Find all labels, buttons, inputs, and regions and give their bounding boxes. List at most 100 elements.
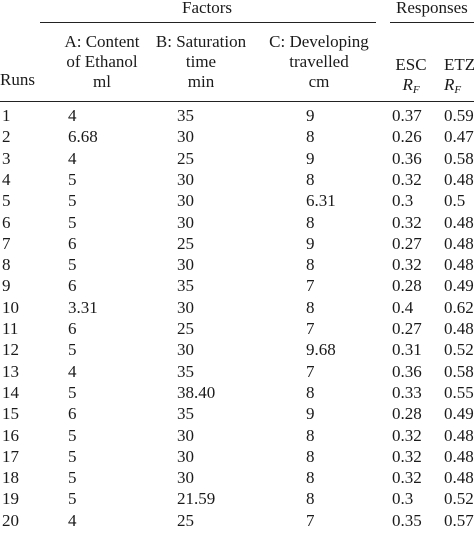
- run-cell: 19: [2, 489, 19, 509]
- developing-distance-cell: 8: [306, 468, 315, 488]
- etz-rf-cell: 0.58: [444, 361, 474, 381]
- table-row: 17 5 30 8 0.32 0.48: [0, 446, 474, 467]
- developing-distance-cell: 7: [306, 276, 315, 296]
- saturation-time-cell: 25: [177, 510, 194, 530]
- table-row: 13 4 35 7 0.36 0.58: [0, 361, 474, 382]
- saturation-time-cell: 30: [177, 446, 194, 466]
- etz-rf-cell: 0.48: [444, 233, 474, 253]
- run-cell: 18: [2, 468, 19, 488]
- saturation-time-cell: 35: [177, 276, 194, 296]
- table-row: 20 4 25 7 0.35 0.57: [0, 510, 474, 531]
- developing-distance-cell: 7: [306, 319, 315, 338]
- etz-rf-cell: 0.59: [444, 106, 474, 125]
- esc-rf-cell: 0.31: [392, 340, 422, 360]
- run-cell: 1: [2, 106, 11, 125]
- run-cell: 5: [2, 191, 11, 211]
- ethanol-content-cell: 4: [68, 106, 77, 125]
- etz-rf-cell: 0.48: [444, 425, 474, 445]
- ethanol-content-cell: 6: [68, 319, 77, 338]
- saturation-time-cell: 25: [177, 148, 194, 168]
- esc-rf-cell: 0.32: [392, 212, 422, 232]
- esc-rf-cell: 0.4: [392, 297, 414, 317]
- col-c-header-line3: cm: [308, 72, 330, 91]
- table-row: 12 5 30 9.68 0.31 0.52: [0, 339, 474, 360]
- etz-rf-cell: 0.57: [444, 510, 474, 530]
- etz-header-label: ETZ: [444, 55, 474, 74]
- esc-rf-cell: 0.35: [392, 510, 422, 530]
- developing-distance-cell: 7: [306, 510, 315, 530]
- rf-subscript: F: [454, 84, 462, 96]
- run-cell: 11: [2, 319, 19, 338]
- etz-rf-cell: 0.48: [444, 319, 474, 338]
- developing-distance-cell: 7: [306, 361, 315, 381]
- saturation-time-cell: 30: [177, 191, 194, 211]
- saturation-time-cell: 35: [177, 361, 194, 381]
- table-row: 6 5 30 8 0.32 0.48: [0, 212, 474, 233]
- table-row: 7 6 25 9 0.27 0.48: [0, 233, 474, 254]
- rf-symbol: R: [444, 75, 455, 94]
- run-cell: 3: [2, 148, 11, 168]
- run-cell: 9: [2, 276, 11, 296]
- ethanol-content-cell: 4: [68, 361, 77, 381]
- factors-group-rule: [40, 22, 376, 23]
- run-cell: 6: [2, 212, 11, 232]
- run-cell: 12: [2, 340, 19, 360]
- run-cell: 17: [2, 446, 19, 466]
- developing-distance-cell: 8: [306, 489, 315, 509]
- col-b-header-line2: time: [185, 52, 217, 71]
- etz-rf-cell: 0.47: [444, 127, 474, 147]
- esc-rf-cell: 0.32: [392, 468, 422, 488]
- esc-rf-cell: 0.36: [392, 148, 422, 168]
- etz-rf-label: RF: [444, 75, 474, 100]
- etz-rf-cell: 0.58: [444, 148, 474, 168]
- developing-distance-cell: 8: [306, 212, 315, 232]
- rf-symbol: R: [402, 75, 413, 94]
- run-cell: 10: [2, 297, 19, 317]
- col-a-header-line1: A: Content: [64, 32, 140, 51]
- etz-rf-cell: 0.48: [444, 468, 474, 488]
- etz-rf-cell: 0.62: [444, 297, 474, 317]
- table-row: 19 5 21.59 8 0.3 0.52: [0, 488, 474, 509]
- col-b-header: B: Saturation time min: [148, 32, 254, 92]
- saturation-time-cell: 30: [177, 212, 194, 232]
- esc-rf-cell: 0.26: [392, 127, 422, 147]
- ethanol-content-cell: 6: [68, 276, 77, 296]
- table-row: 4 5 30 8 0.32 0.48: [0, 169, 474, 190]
- saturation-time-cell: 38.40: [177, 382, 216, 402]
- table-row: 3 4 25 9 0.36 0.58: [0, 148, 474, 169]
- etz-header: ETZ RF: [444, 55, 474, 100]
- col-b-header-line3: min: [187, 72, 215, 91]
- ethanol-content-cell: 4: [68, 510, 77, 530]
- table-row: 8 5 30 8 0.32 0.48: [0, 254, 474, 275]
- saturation-time-cell: 25: [177, 319, 194, 338]
- saturation-time-cell: 30: [177, 169, 194, 189]
- esc-rf-cell: 0.27: [392, 319, 422, 338]
- ethanol-content-cell: 6.68: [68, 127, 98, 147]
- runs-header: Runs: [0, 70, 35, 89]
- table-row: 10 3.31 30 8 0.4 0.62: [0, 297, 474, 318]
- esc-rf-cell: 0.32: [392, 169, 422, 189]
- developing-distance-cell: 9: [306, 404, 315, 424]
- etz-rf-cell: 0.48: [444, 169, 474, 189]
- esc-header: ESC RF: [388, 55, 434, 100]
- table-row: 18 5 30 8 0.32 0.48: [0, 467, 474, 488]
- table-row: 1 4 35 9 0.37 0.59: [0, 105, 474, 126]
- etz-rf-cell: 0.52: [444, 340, 474, 360]
- saturation-time-cell: 25: [177, 233, 194, 253]
- saturation-time-cell: 21.59: [177, 489, 216, 509]
- ethanol-content-cell: 3.31: [68, 297, 98, 317]
- col-a-header: A: Content of Ethanol ml: [44, 32, 160, 92]
- etz-rf-cell: 0.48: [444, 446, 474, 466]
- table-row: 9 6 35 7 0.28 0.49: [0, 275, 474, 296]
- esc-rf-label: RF: [388, 75, 434, 100]
- ethanol-content-cell: 5: [68, 212, 77, 232]
- ethanol-content-cell: 5: [68, 489, 77, 509]
- saturation-time-cell: 30: [177, 340, 194, 360]
- col-c-header: C: Developing travelled cm: [264, 32, 374, 92]
- factors-group-header: Factors: [182, 0, 233, 17]
- saturation-time-cell: 35: [177, 106, 194, 125]
- esc-header-label: ESC: [395, 55, 427, 74]
- run-cell: 16: [2, 425, 19, 445]
- ethanol-content-cell: 5: [68, 169, 77, 189]
- run-cell: 15: [2, 404, 19, 424]
